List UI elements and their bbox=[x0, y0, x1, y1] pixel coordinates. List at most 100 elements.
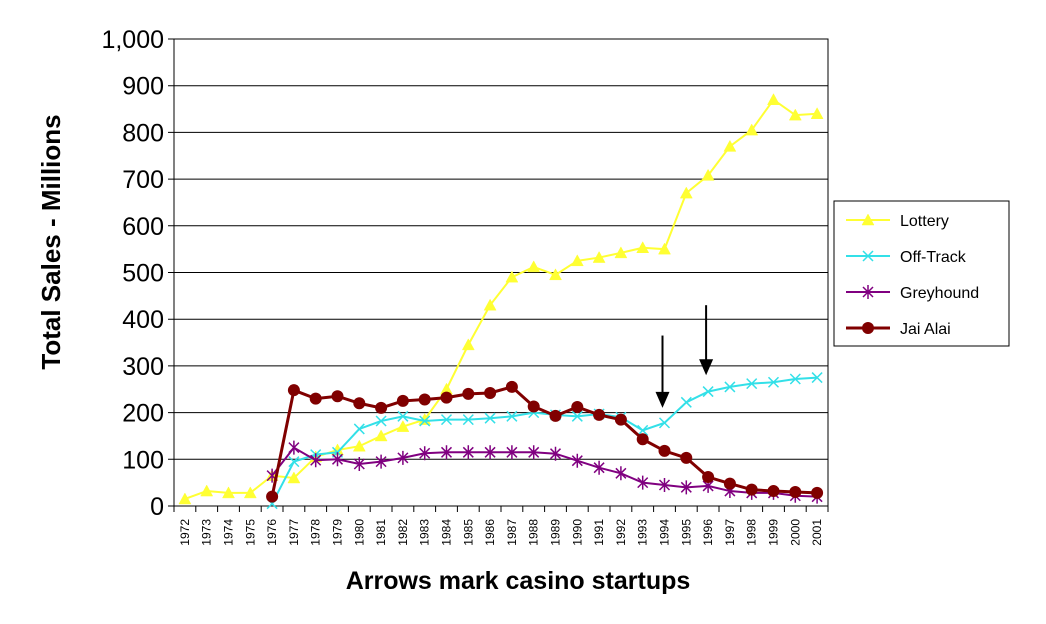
data-point-off-track bbox=[811, 372, 823, 384]
x-tick-label: 1995 bbox=[679, 519, 693, 546]
data-point-jai-alai bbox=[723, 477, 736, 490]
data-point-lottery bbox=[418, 413, 432, 425]
data-point-lottery bbox=[570, 254, 584, 267]
data-point-off-track bbox=[658, 417, 671, 429]
x-tick-label: 1978 bbox=[309, 519, 323, 546]
casino-startup-arrowhead bbox=[699, 359, 714, 376]
x-tick-label: 1994 bbox=[658, 519, 672, 546]
x-tick-label: 1979 bbox=[331, 519, 345, 546]
annotations bbox=[655, 305, 714, 408]
x-tick-label: 1997 bbox=[723, 519, 737, 546]
data-point-jai-alai bbox=[353, 397, 366, 410]
data-point-jai-alai bbox=[702, 471, 715, 484]
data-point-jai-alai bbox=[549, 409, 562, 422]
data-point-jai-alai bbox=[745, 483, 758, 496]
data-point-lottery bbox=[810, 107, 824, 119]
x-tick-label: 1998 bbox=[745, 519, 759, 546]
legend: Lottery Off-Track Greyhound Jai Alai bbox=[833, 200, 1010, 347]
legend-label-off-track: Off-Track bbox=[900, 249, 967, 266]
data-point-off-track bbox=[637, 424, 649, 436]
gridlines bbox=[168, 38, 828, 507]
y-tick-label: 700 bbox=[122, 166, 164, 194]
data-point-greyhound bbox=[353, 456, 365, 471]
data-point-jai-alai bbox=[484, 386, 497, 399]
data-point-off-track bbox=[375, 415, 387, 427]
y-tick-label: 900 bbox=[122, 73, 164, 101]
data-point-greyhound bbox=[637, 475, 649, 490]
x-tick-label: 1974 bbox=[222, 519, 236, 546]
y-tick-label: 600 bbox=[122, 213, 164, 241]
legend-marker-jai-alai bbox=[862, 322, 874, 334]
data-point-jai-alai bbox=[505, 380, 518, 393]
data-point-lottery bbox=[788, 108, 802, 121]
data-point-lottery bbox=[549, 268, 562, 281]
data-point-lottery bbox=[767, 93, 780, 105]
data-point-lottery bbox=[483, 298, 497, 311]
data-point-jai-alai bbox=[571, 400, 584, 413]
series-line-off-track bbox=[271, 376, 818, 505]
data-point-greyhound bbox=[397, 450, 409, 465]
data-point-lottery bbox=[287, 471, 301, 484]
y-tick-label: 0 bbox=[150, 493, 164, 521]
data-point-jai-alai bbox=[440, 391, 453, 404]
x-tick-label: 1993 bbox=[636, 519, 650, 546]
series-lottery bbox=[178, 93, 824, 505]
data-point-off-track bbox=[571, 410, 583, 422]
series-off-track bbox=[266, 372, 823, 510]
data-point-off-track bbox=[506, 410, 518, 422]
data-point-greyhound bbox=[658, 477, 671, 492]
data-point-greyhound bbox=[419, 446, 431, 461]
data-point-jai-alai bbox=[658, 444, 671, 457]
data-point-lottery bbox=[352, 439, 366, 452]
data-point-lottery bbox=[723, 139, 737, 152]
data-point-greyhound bbox=[462, 445, 474, 460]
y-tick-label: 100 bbox=[122, 446, 164, 474]
data-point-jai-alai bbox=[309, 392, 322, 405]
x-tick-label: 1977 bbox=[287, 519, 301, 546]
data-point-off-track bbox=[789, 373, 801, 385]
data-point-lottery bbox=[614, 246, 628, 259]
data-point-jai-alai bbox=[527, 400, 540, 413]
data-point-jai-alai bbox=[462, 387, 475, 400]
data-point-lottery bbox=[658, 242, 671, 255]
data-point-greyhound bbox=[440, 445, 453, 460]
legend-label-greyhound: Greyhound bbox=[900, 285, 979, 302]
x-tick-label: 1983 bbox=[418, 519, 432, 546]
data-point-greyhound bbox=[680, 480, 692, 495]
series-greyhound bbox=[266, 440, 823, 504]
data-point-greyhound bbox=[528, 445, 540, 460]
legend-marker-off-track bbox=[862, 250, 874, 262]
y-axis-label: Total Sales - Millions bbox=[36, 114, 66, 369]
data-point-greyhound bbox=[615, 466, 627, 481]
data-point-lottery bbox=[636, 241, 650, 253]
x-tick-label: 1981 bbox=[374, 519, 388, 546]
data-point-lottery bbox=[505, 270, 519, 283]
casino-startup-arrowhead bbox=[655, 391, 670, 408]
data-point-lottery bbox=[178, 492, 192, 505]
series-line-lottery bbox=[184, 98, 818, 500]
data-point-lottery bbox=[222, 486, 235, 499]
x-tick-label: 1985 bbox=[461, 519, 475, 546]
data-point-jai-alai bbox=[767, 485, 780, 498]
x-tick-label: 1990 bbox=[570, 519, 584, 546]
x-tick-label: 1991 bbox=[592, 519, 606, 546]
series-jai-alai bbox=[266, 380, 824, 503]
data-point-off-track bbox=[397, 410, 409, 422]
data-point-off-track bbox=[724, 381, 736, 393]
x-tick-label: 1982 bbox=[396, 519, 410, 546]
data-point-jai-alai bbox=[287, 384, 300, 397]
data-point-greyhound bbox=[571, 453, 583, 468]
data-point-greyhound bbox=[331, 452, 344, 467]
x-tick-label: 1989 bbox=[549, 519, 563, 546]
data-point-lottery bbox=[200, 484, 214, 497]
data-point-off-track bbox=[462, 414, 474, 426]
x-tick-label: 1999 bbox=[767, 519, 781, 546]
x-tick-label: 1980 bbox=[352, 519, 366, 546]
data-point-jai-alai bbox=[614, 413, 627, 426]
data-point-jai-alai bbox=[593, 408, 606, 421]
x-tick-label: 1976 bbox=[265, 519, 279, 546]
data-point-off-track bbox=[484, 412, 496, 424]
axes: 0 100 200 300 400 500 600 700 800 900 1,000 1972 197… bbox=[101, 26, 829, 546]
data-point-lottery bbox=[243, 486, 257, 499]
